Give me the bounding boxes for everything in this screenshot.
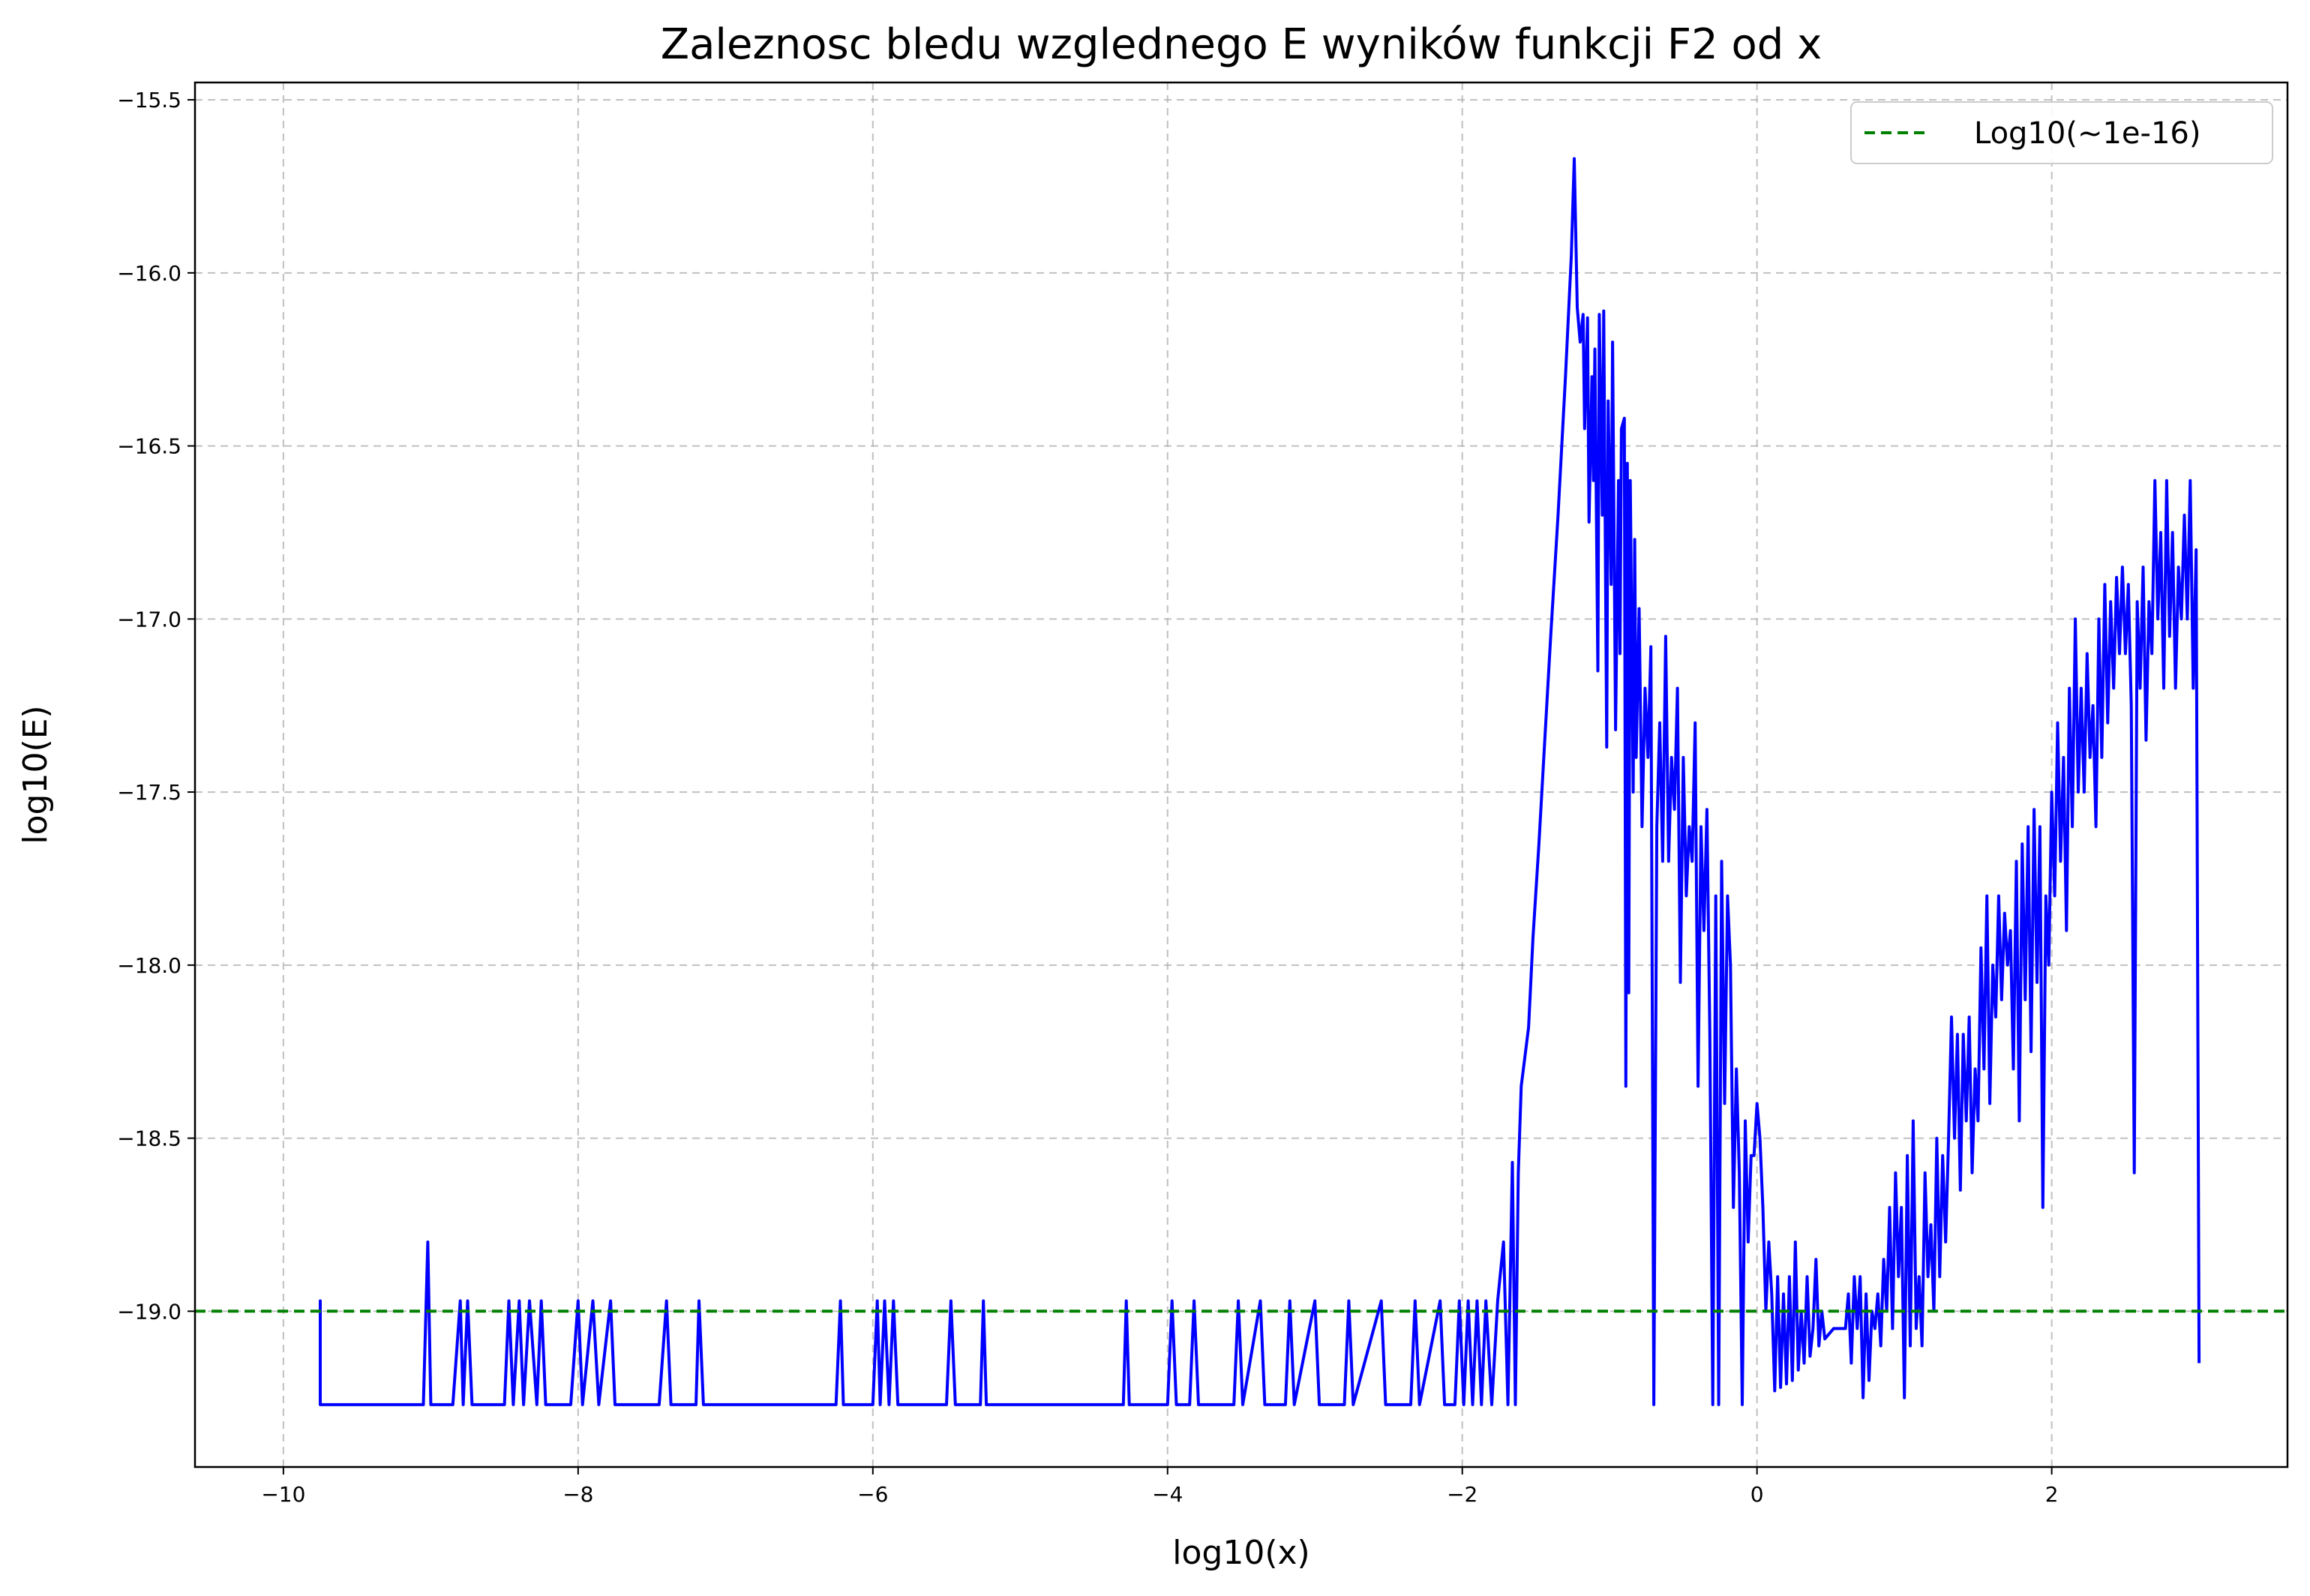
chart-title: Zaleznosc bledu wzglednego E wyników fun… bbox=[661, 20, 1822, 69]
y-tick-label: −18.0 bbox=[117, 953, 182, 978]
legend-label: Log10(~1e-16) bbox=[1974, 116, 2200, 151]
error-series-line bbox=[319, 157, 2201, 1406]
y-tick-label: −19.0 bbox=[117, 1299, 182, 1324]
y-tick-label: −17.0 bbox=[117, 607, 182, 632]
x-tick-label: −2 bbox=[1447, 1482, 1478, 1507]
grid bbox=[195, 82, 2288, 1467]
x-axis-label: log10(x) bbox=[1172, 1534, 1310, 1572]
x-tick-label: −6 bbox=[857, 1482, 888, 1507]
x-tick-label: −8 bbox=[562, 1482, 593, 1507]
y-tick-label: −18.5 bbox=[117, 1126, 182, 1151]
x-tick-label: −10 bbox=[261, 1482, 305, 1507]
y-axis-label: log10(E) bbox=[16, 705, 55, 844]
series-layer bbox=[195, 157, 2288, 1406]
y-tick-label: −15.5 bbox=[117, 88, 182, 112]
plot-frame bbox=[194, 81, 2289, 1468]
y-tick-label: −17.5 bbox=[117, 780, 182, 805]
legend: Log10(~1e-16) bbox=[1850, 101, 2273, 164]
ticks: −10 −8 −6 −4 −2 0 2 −15.5 −16.0 −16.5 −17.0 −17.5 −1… bbox=[117, 88, 2058, 1507]
x-tick-label: 2 bbox=[2045, 1482, 2059, 1507]
legend-box bbox=[1850, 101, 2273, 164]
y-tick-label: −16.5 bbox=[117, 434, 182, 459]
x-tick-label: −4 bbox=[1152, 1482, 1183, 1507]
x-tick-label: 0 bbox=[1750, 1482, 1764, 1507]
y-tick-label: −16.0 bbox=[117, 261, 182, 286]
